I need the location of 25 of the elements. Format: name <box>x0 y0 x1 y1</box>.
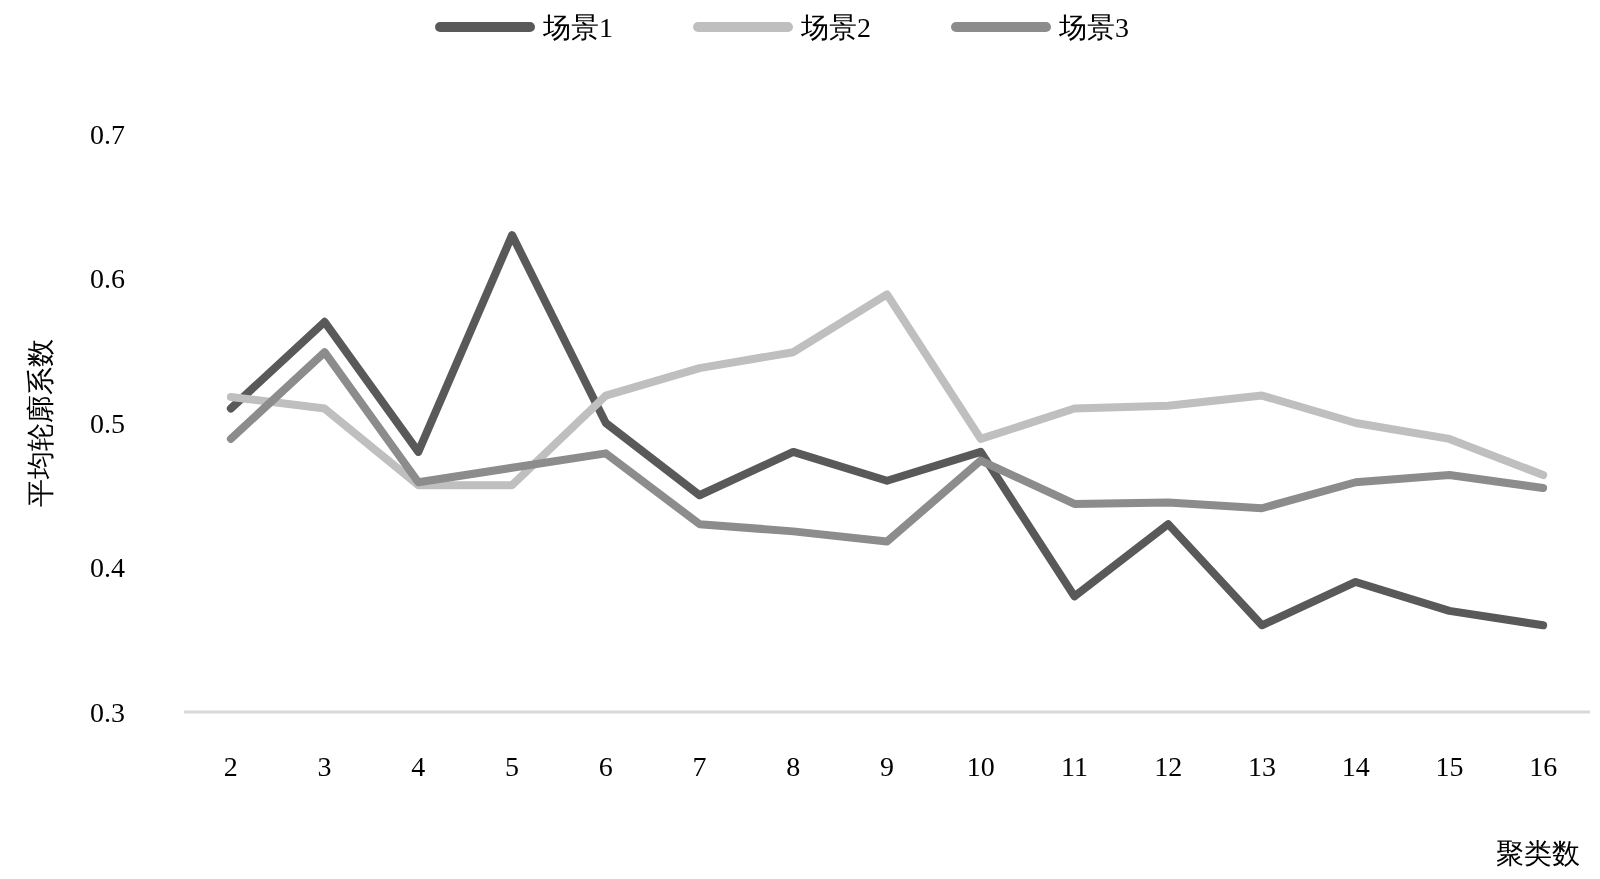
x-tick-label: 9 <box>880 750 894 782</box>
y-tick-label: 0.4 <box>90 552 125 583</box>
x-tick-label: 4 <box>411 750 426 782</box>
x-tick-label: 3 <box>317 750 332 782</box>
x-tick-label: 8 <box>786 750 801 782</box>
legend-label: 场景3 <box>1058 11 1129 43</box>
x-tick-label: 12 <box>1154 750 1183 782</box>
legend-label: 场景2 <box>800 11 871 43</box>
y-tick-label: 0.6 <box>90 263 125 294</box>
x-tick-label: 16 <box>1529 750 1558 782</box>
y-tick-label: 0.5 <box>90 407 125 439</box>
legend-label: 场景1 <box>542 11 613 43</box>
x-tick-label: 13 <box>1247 750 1276 782</box>
x-tick-label: 15 <box>1435 750 1464 782</box>
x-tick-label: 6 <box>598 750 613 782</box>
x-tick-label: 14 <box>1341 750 1370 782</box>
y-axis-title: 平均轮廓系数 <box>24 339 56 507</box>
x-tick-label: 7 <box>692 750 707 782</box>
y-tick-label: 0.3 <box>90 696 125 728</box>
x-tick-label: 11 <box>1060 750 1088 782</box>
x-tick-label: 5 <box>505 750 520 782</box>
x-tick-label: 2 <box>223 750 238 782</box>
x-axis-title: 聚类数 <box>1496 837 1580 869</box>
y-tick-label: 0.7 <box>90 118 125 150</box>
x-tick-label: 10 <box>966 750 995 782</box>
